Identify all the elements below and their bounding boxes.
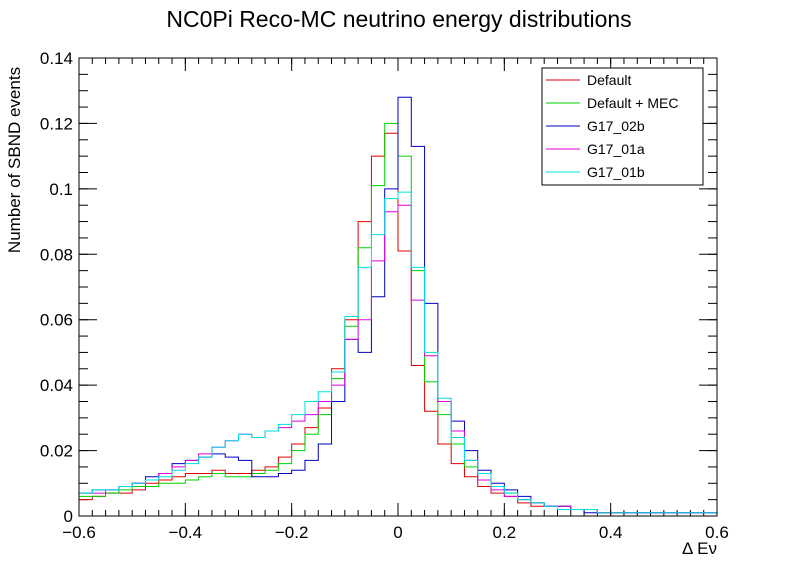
series-default: [78, 132, 717, 516]
x-tick-label: 0: [393, 523, 402, 542]
y-tick-label: 0.12: [40, 114, 73, 133]
y-tick-label: 0.1: [49, 180, 73, 199]
x-tick-label: 0.2: [493, 523, 517, 542]
y-tick-label: 0.14: [40, 49, 73, 68]
y-tick-label: 0.04: [40, 376, 73, 395]
legend-label: G17_02b: [587, 118, 645, 134]
x-tick-label: −0.2: [275, 523, 309, 542]
legend-label: G17_01b: [587, 164, 645, 180]
legend-label: G17_01a: [587, 141, 645, 157]
series-g17-01a: [78, 204, 717, 516]
legend-label: Default + MEC: [587, 95, 678, 111]
legend-label: Default: [587, 72, 631, 88]
x-axis-label: Δ Eν: [682, 539, 717, 558]
x-tick-label: 0.6: [705, 523, 729, 542]
tick-layer: −0.6 −0.4 −0.2 0 0.2 0.4 0.6 0 0.02 0.04 0.06 0.08 0…: [40, 49, 729, 542]
series-layer: [78, 96, 717, 516]
y-tick-label: 0: [64, 507, 73, 526]
y-tick-label: 0.06: [40, 311, 73, 330]
y-tick-label: 0.08: [40, 245, 73, 264]
y-tick-label: 0.02: [40, 442, 73, 461]
x-tick-label: −0.4: [169, 523, 203, 542]
chart-title: NC0Pi Reco-MC neutrino energy distributi…: [166, 6, 632, 32]
x-tick-label: 0.4: [599, 523, 623, 542]
series-g17-01b: [78, 191, 717, 516]
legend: Default Default + MEC G17_02b G17_01a G17_01…: [541, 67, 704, 186]
y-axis-label: Number of SBND events: [5, 67, 24, 253]
minor-ticks: [78, 57, 718, 517]
x-tick-label: −0.6: [62, 523, 96, 542]
